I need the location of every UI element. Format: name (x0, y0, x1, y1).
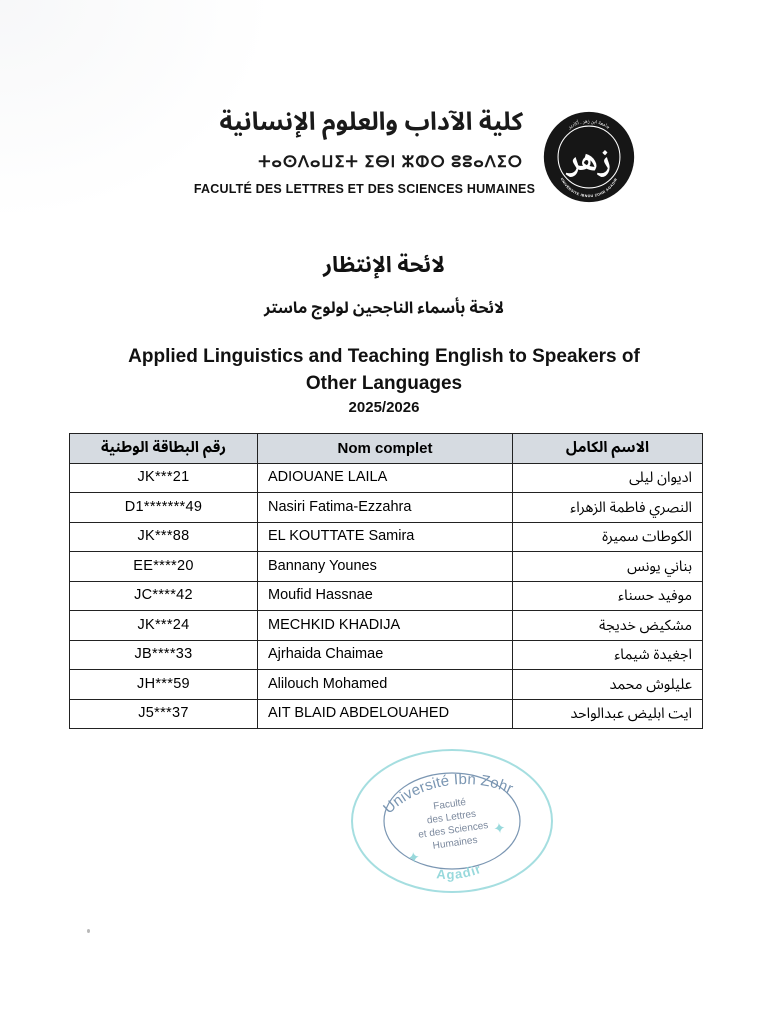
svg-text:✦: ✦ (492, 820, 507, 839)
svg-text:زهر: زهر (565, 133, 611, 192)
svg-text:Agadir: Agadir (434, 860, 484, 885)
svg-text:✦: ✦ (406, 849, 421, 868)
